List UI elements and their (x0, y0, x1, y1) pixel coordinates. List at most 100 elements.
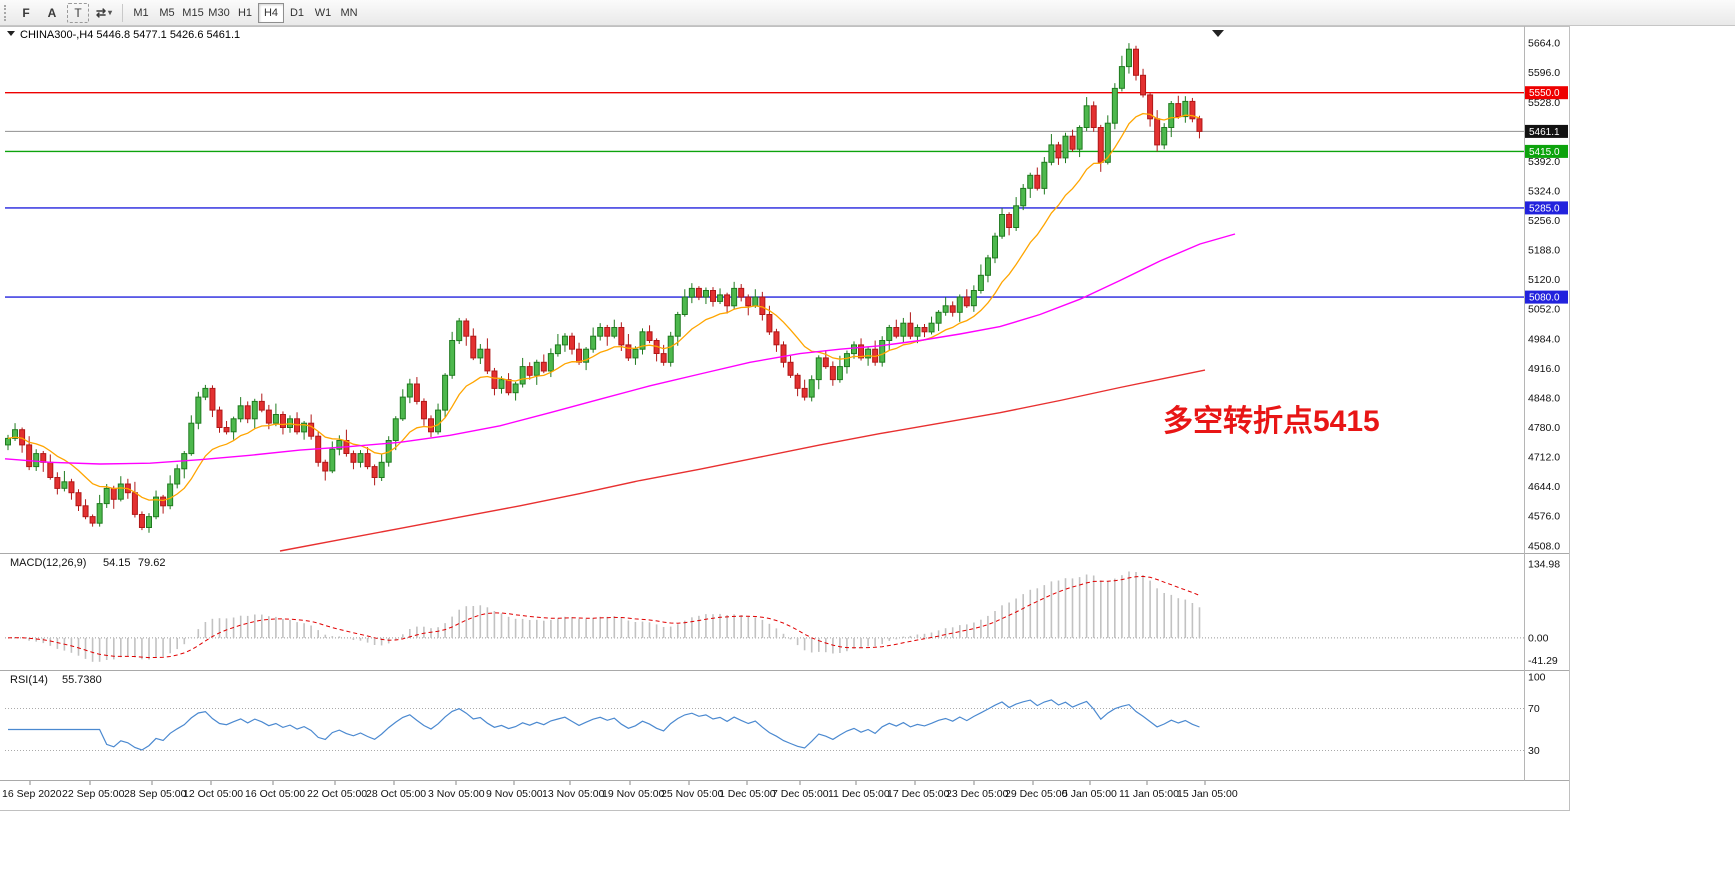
time-label: 22 Oct 05:00 (307, 788, 367, 800)
candle-down (1147, 94, 1154, 120)
current-price-badge-bg (1525, 124, 1568, 138)
candle-up (851, 344, 857, 355)
candle-down (1133, 48, 1139, 76)
timeframe-button-m5[interactable]: M5 (159, 6, 175, 19)
macd-panel: MACD(12,26,9) 54.15 79.62 (5, 557, 1524, 662)
candle-up (456, 320, 463, 342)
main-price-panel: 多空转折点5415 CHINA300-,H4 5446.8 5477.1 5426… (4, 29, 1524, 552)
candle-up (611, 327, 618, 337)
tool-text-button[interactable]: A (47, 5, 57, 20)
candle-down (350, 453, 357, 463)
chart-shift-marker-icon (1212, 30, 1224, 37)
rsi-value: 55.7380 (62, 674, 102, 686)
candle-up (378, 461, 385, 478)
candle-up (195, 396, 202, 424)
timeframe-button-m30[interactable]: M30 (208, 6, 230, 19)
candle-down (138, 514, 145, 528)
candle-up (1168, 103, 1175, 128)
timeframe-button-m15[interactable]: M15 (182, 6, 204, 19)
price-tick-label: 5052.0 (1528, 304, 1560, 316)
candle-up (336, 440, 343, 450)
timeframe-button-w1[interactable]: W1 (314, 6, 332, 19)
candle-up (900, 322, 907, 337)
candle-down (1140, 74, 1147, 96)
candle-down (801, 387, 808, 398)
candle-down (484, 348, 491, 372)
candle-down (766, 314, 773, 333)
candle-up (533, 361, 540, 376)
candle-up (843, 353, 850, 368)
chart-canvas[interactable]: 多空转折点5415 CHINA300-,H4 5446.8 5477.1 5426… (0, 26, 1735, 895)
timeframe-button-d1[interactable]: D1 (289, 6, 305, 19)
candle-down (1090, 105, 1097, 129)
candle-up (836, 366, 843, 381)
time-label: 9 Nov 05:00 (486, 788, 543, 800)
price-axis[interactable]: 5664.0 5596.0 5528.0 5392.0 5324.0 5256.0 5188… (1525, 38, 1568, 757)
candle-up (590, 335, 597, 350)
rsi-axis-label: 70 (1528, 703, 1540, 715)
candle-down (420, 400, 427, 420)
tool-cycles-button[interactable]: ⇄ ▾ (95, 5, 113, 20)
candle-up (999, 214, 1006, 237)
candle-up (667, 335, 674, 363)
candle-up (406, 383, 413, 398)
candle-down (371, 466, 378, 479)
time-label: 7 Dec 05:00 (772, 788, 829, 800)
time-label: 1 Dec 05:00 (719, 788, 776, 800)
candle-up (146, 516, 152, 529)
macd-axis-label: -41.29 (1528, 655, 1558, 667)
price-tick-label: 4916.0 (1528, 363, 1560, 375)
rsi-line (8, 699, 1200, 751)
candle-down (89, 516, 96, 524)
candle-down (1189, 100, 1196, 120)
tool-label-button[interactable]: T (67, 2, 89, 23)
timeframe-button-h1[interactable]: H1 (237, 6, 253, 19)
candle-up (435, 409, 442, 433)
candle-down (131, 492, 138, 515)
candle-down (26, 444, 33, 468)
candle-down (428, 418, 434, 433)
candle-down (223, 427, 230, 433)
candle-up (886, 327, 893, 341)
candle-down (364, 453, 371, 468)
candle-down (244, 405, 251, 420)
price-tick-label: 4644.0 (1528, 481, 1560, 493)
price-tick-label: 4508.0 (1528, 540, 1560, 552)
candle-down (738, 287, 745, 298)
toolbar-grip[interactable] (4, 4, 8, 21)
timeframe-button-m1[interactable]: M1 (133, 6, 149, 19)
candle-down (1154, 118, 1161, 146)
candle-up (1041, 161, 1048, 189)
candle-up (547, 353, 554, 372)
price-tick-label: 4848.0 (1528, 392, 1560, 404)
candle-up (717, 294, 724, 302)
candle-down (724, 294, 731, 307)
time-label: 11 Dec 05:00 (828, 788, 890, 800)
time-label: 16 Oct 05:00 (245, 788, 305, 800)
price-tick-label: 4712.0 (1528, 452, 1560, 464)
candle-up (117, 483, 124, 500)
candle-up (597, 327, 604, 337)
candle-up (33, 453, 40, 468)
rsi-label: RSI(14) (10, 674, 48, 686)
candle-down (470, 335, 477, 359)
candle-up (230, 418, 237, 433)
timeframe-button-mn[interactable]: MN (340, 6, 358, 19)
candle-up (928, 322, 935, 333)
candle-down (829, 366, 836, 381)
candle-up (96, 503, 103, 524)
price-tick-label: 5392.0 (1528, 156, 1560, 168)
candle-up (392, 418, 399, 441)
time-label: 12 Oct 05:00 (183, 788, 243, 800)
annotation-text: 多空转折点5415 (1163, 405, 1380, 438)
candle-up (1104, 122, 1111, 163)
tool-line-studies-button[interactable]: F (22, 5, 30, 20)
rsi-panel: RSI(14) 55.7380 (5, 674, 1524, 751)
candle-up (498, 379, 505, 389)
timeframe-button-h4[interactable]: H4 (258, 2, 284, 23)
symbol-marker-icon (7, 31, 15, 36)
candle-up (583, 348, 590, 363)
time-label: 22 Sep 05:00 (62, 788, 125, 800)
candle-down (646, 331, 653, 341)
